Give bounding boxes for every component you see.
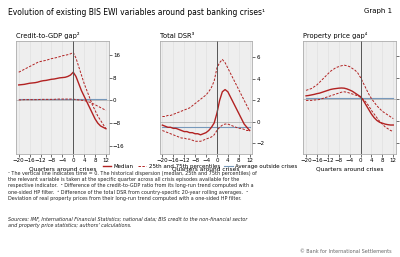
Text: Credit-to-GDP gap²: Credit-to-GDP gap² bbox=[16, 32, 80, 39]
Text: Property price gap⁴: Property price gap⁴ bbox=[303, 32, 368, 39]
X-axis label: Quarters around crises: Quarters around crises bbox=[316, 166, 384, 171]
X-axis label: Quarters around crises: Quarters around crises bbox=[28, 166, 96, 171]
Text: © Bank for International Settlements: © Bank for International Settlements bbox=[300, 250, 392, 254]
Text: Sources: IMF, International Financial Statistics; national data; BIS credit to t: Sources: IMF, International Financial St… bbox=[8, 217, 247, 228]
Text: Total DSR³: Total DSR³ bbox=[160, 33, 194, 39]
X-axis label: Quarters around crises: Quarters around crises bbox=[172, 166, 240, 171]
Text: Evolution of existing BIS EWI variables around past banking crises¹: Evolution of existing BIS EWI variables … bbox=[8, 8, 265, 17]
Text: Graph 1: Graph 1 bbox=[364, 8, 392, 14]
Legend: Median, 25th and 75th percentiles, Average outside crises: Median, 25th and 75th percentiles, Avera… bbox=[101, 162, 299, 172]
Text: ¹ The vertical line indicates time = 0. The historical dispersion (median, 25th : ¹ The vertical line indicates time = 0. … bbox=[8, 171, 257, 201]
